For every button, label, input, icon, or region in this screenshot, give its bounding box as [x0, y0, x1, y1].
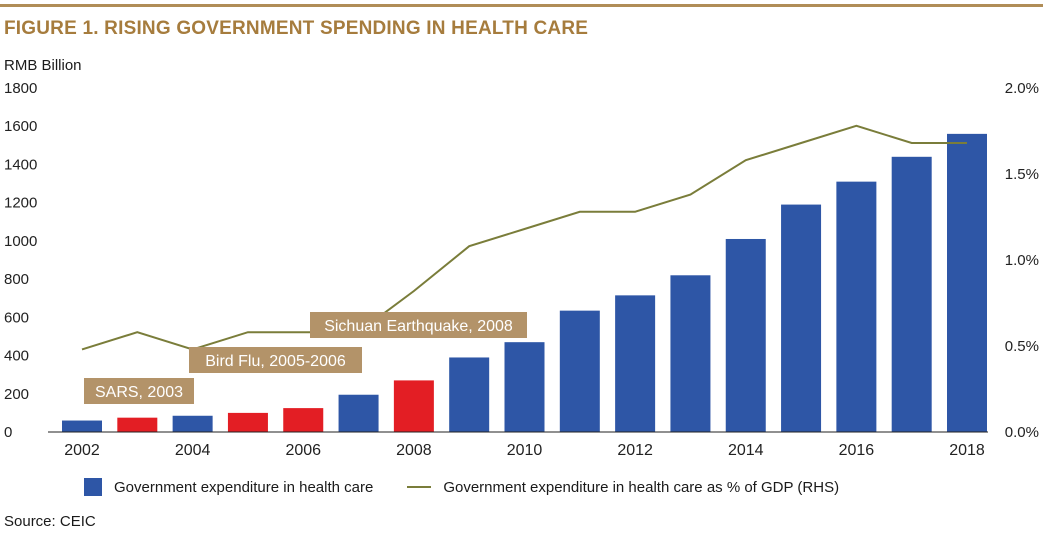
legend-label-line: Government expenditure in health care as… — [443, 478, 840, 496]
legend-item-bars: Government expenditure in health care — [84, 478, 373, 496]
bar-2017 — [891, 156, 932, 433]
y-left-tick-label: 400 — [4, 348, 29, 365]
bar-2002 — [62, 420, 102, 432]
bar-2014 — [725, 238, 766, 432]
y-left-tick-label: 800 — [4, 271, 29, 288]
y-left-tick-label: 200 — [4, 386, 29, 403]
x-tick-label: 2016 — [839, 442, 875, 459]
annotation-box — [189, 347, 362, 373]
y-right-tick-label: 1.5% — [1005, 166, 1039, 183]
source-note: Source: CEIC — [4, 513, 96, 530]
legend-bar-swatch — [84, 478, 102, 496]
x-tick-label: 2008 — [396, 442, 432, 459]
chart-title: FIGURE 1. RISING GOVERNMENT SPENDING IN … — [4, 18, 589, 39]
bar-2004 — [172, 415, 213, 432]
left-axis-unit: RMB Billion — [4, 57, 82, 74]
bar-2010 — [504, 342, 545, 432]
annotation-label: Bird Flu, 2005-2006 — [205, 353, 346, 370]
y-right-tick-label: 0.5% — [1005, 338, 1039, 355]
y-left-tick-label: 600 — [4, 309, 29, 326]
legend: Government expenditure in health care Go… — [84, 478, 873, 496]
bar-2018 — [947, 133, 987, 432]
legend-line-swatch — [407, 486, 432, 488]
bar-2011 — [559, 310, 600, 432]
y-right-tick-label: 2.0% — [1005, 80, 1039, 97]
bar-2012 — [615, 295, 656, 432]
bar-2015 — [781, 204, 822, 432]
y-left-tick-label: 1200 — [4, 195, 37, 212]
x-tick-label: 2014 — [728, 442, 764, 459]
bar-2003 — [117, 417, 158, 432]
x-tick-label: 2010 — [507, 442, 543, 459]
x-tick-label: 2006 — [285, 442, 321, 459]
legend-label-bars: Government expenditure in health care — [114, 478, 374, 496]
y-left-tick-label: 1800 — [4, 80, 37, 97]
y-right-tick-label: 0.0% — [1005, 424, 1039, 441]
x-tick-label: 2012 — [617, 442, 653, 459]
annotation-label: Sichuan Earthquake, 2008 — [324, 318, 513, 335]
x-tick-label: 2002 — [64, 442, 100, 459]
bar-2008 — [393, 380, 434, 432]
y-left-tick-label: 0 — [4, 424, 12, 441]
annotation-box — [84, 378, 194, 404]
annotation-box — [310, 312, 527, 338]
bar-2009 — [449, 357, 490, 432]
gdp-share-line — [81, 124, 967, 351]
top-rule — [0, 4, 1043, 7]
y-left-tick-label: 1000 — [4, 233, 37, 250]
x-tick-label: 2018 — [949, 442, 985, 459]
bar-2013 — [670, 275, 711, 432]
bar-2005 — [227, 412, 268, 432]
y-left-tick-label: 1400 — [4, 156, 37, 173]
annotation-label: SARS, 2003 — [95, 384, 183, 401]
bar-2007 — [338, 394, 379, 432]
bar-2006 — [283, 408, 324, 432]
y-right-tick-label: 1.0% — [1005, 252, 1039, 269]
bar-2016 — [836, 181, 877, 432]
legend-item-line: Government expenditure in health care as… — [407, 479, 839, 496]
x-tick-label: 2004 — [175, 442, 211, 459]
y-left-tick-label: 1600 — [4, 118, 37, 135]
